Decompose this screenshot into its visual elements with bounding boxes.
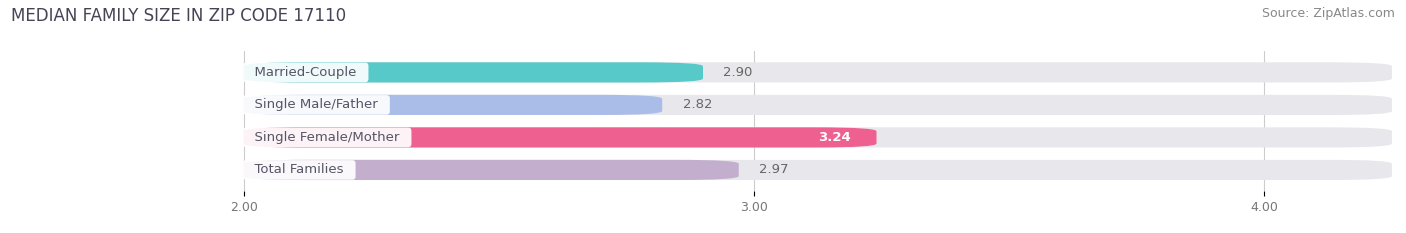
Text: Total Families: Total Families bbox=[246, 163, 353, 176]
FancyBboxPatch shape bbox=[243, 62, 1392, 82]
Text: MEDIAN FAMILY SIZE IN ZIP CODE 17110: MEDIAN FAMILY SIZE IN ZIP CODE 17110 bbox=[11, 7, 346, 25]
Text: 2.90: 2.90 bbox=[724, 66, 752, 79]
Text: 2.97: 2.97 bbox=[759, 163, 789, 176]
FancyBboxPatch shape bbox=[243, 95, 1392, 115]
FancyBboxPatch shape bbox=[243, 127, 1392, 147]
Text: 2.82: 2.82 bbox=[682, 98, 711, 111]
FancyBboxPatch shape bbox=[243, 160, 1392, 180]
Text: Source: ZipAtlas.com: Source: ZipAtlas.com bbox=[1261, 7, 1395, 20]
FancyBboxPatch shape bbox=[243, 127, 876, 147]
Text: Single Female/Mother: Single Female/Mother bbox=[246, 131, 408, 144]
Text: Single Male/Father: Single Male/Father bbox=[246, 98, 387, 111]
FancyBboxPatch shape bbox=[243, 160, 738, 180]
Text: Married-Couple: Married-Couple bbox=[246, 66, 366, 79]
Text: 3.24: 3.24 bbox=[818, 131, 851, 144]
FancyBboxPatch shape bbox=[243, 62, 703, 82]
FancyBboxPatch shape bbox=[243, 95, 662, 115]
